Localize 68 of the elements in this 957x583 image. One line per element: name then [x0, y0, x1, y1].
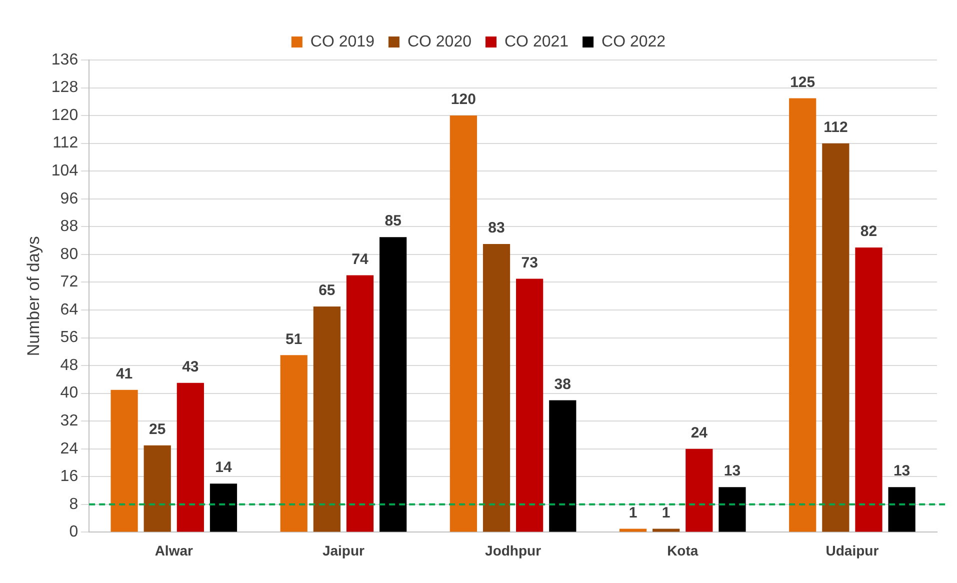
y-tick-label: 80	[60, 246, 78, 263]
y-tick-label: 72	[60, 274, 78, 291]
y-tick-label: 16	[60, 468, 78, 486]
y-tick-label: 128	[51, 79, 78, 96]
bar	[280, 355, 308, 532]
data-label: 38	[554, 376, 571, 393]
data-label: 24	[690, 424, 708, 442]
data-label: 41	[116, 365, 133, 382]
x-tick-label: Jaipur	[322, 542, 366, 558]
legend-label: CO 2019	[310, 33, 375, 50]
legend-label: CO 2022	[602, 33, 666, 50]
y-tick-label: 48	[60, 356, 78, 374]
y-tick-label: 112	[52, 134, 78, 152]
data-label: 73	[521, 254, 538, 272]
legend-label: CO 2020	[407, 33, 472, 50]
data-label: 25	[149, 421, 166, 438]
bar	[210, 484, 238, 532]
y-axis-title: Number of days	[24, 236, 43, 356]
bar	[718, 487, 746, 532]
y-tick-label: 136	[51, 51, 78, 68]
bar	[822, 143, 850, 532]
data-label: 51	[286, 330, 302, 348]
y-tick-label: 24	[60, 440, 78, 458]
data-label: 112	[824, 118, 848, 136]
bar	[313, 306, 340, 532]
data-label: 13	[724, 462, 741, 480]
y-tick-label: 56	[60, 329, 78, 346]
x-tick-label: Udaipur	[826, 542, 880, 558]
data-label: 13	[893, 462, 910, 480]
y-tick-label: 40	[60, 384, 78, 402]
bar	[110, 390, 138, 532]
data-label: 1	[628, 504, 638, 522]
data-label: 74	[352, 250, 369, 268]
x-tick-label: Jodhpur	[485, 542, 542, 558]
y-tick-label: 120	[51, 106, 78, 124]
data-label: 43	[182, 358, 199, 376]
bar	[888, 487, 916, 532]
bar	[346, 275, 374, 532]
bar	[450, 116, 478, 532]
x-tick-label: Kota	[667, 542, 698, 558]
legend-label: CO 2021	[504, 33, 569, 50]
bar	[855, 247, 882, 532]
y-tick-label: 0	[69, 524, 78, 541]
bar	[686, 448, 713, 532]
bar	[789, 98, 816, 532]
data-label: 1	[662, 504, 670, 522]
y-tick-label: 88	[60, 218, 78, 236]
bar	[549, 400, 576, 532]
bar	[619, 528, 647, 532]
bar	[144, 445, 171, 532]
data-label: 125	[790, 74, 816, 91]
bar	[482, 244, 510, 532]
data-label: 65	[318, 282, 336, 300]
data-label: 85	[384, 212, 402, 230]
x-tick-label: Alwar	[154, 542, 194, 558]
y-tick-label: 96	[60, 190, 78, 208]
data-label: 83	[488, 220, 505, 237]
y-tick-label: 32	[60, 412, 78, 430]
y-tick-label: 8	[69, 496, 78, 513]
bar	[380, 237, 407, 532]
data-label: 82	[860, 223, 878, 240]
bar	[652, 528, 680, 532]
bar	[516, 278, 544, 532]
y-tick-label: 64	[60, 301, 78, 318]
data-label: 14	[215, 459, 232, 476]
bar	[176, 382, 204, 532]
y-tick-label: 104	[51, 162, 78, 180]
data-label: 120	[450, 91, 476, 108]
